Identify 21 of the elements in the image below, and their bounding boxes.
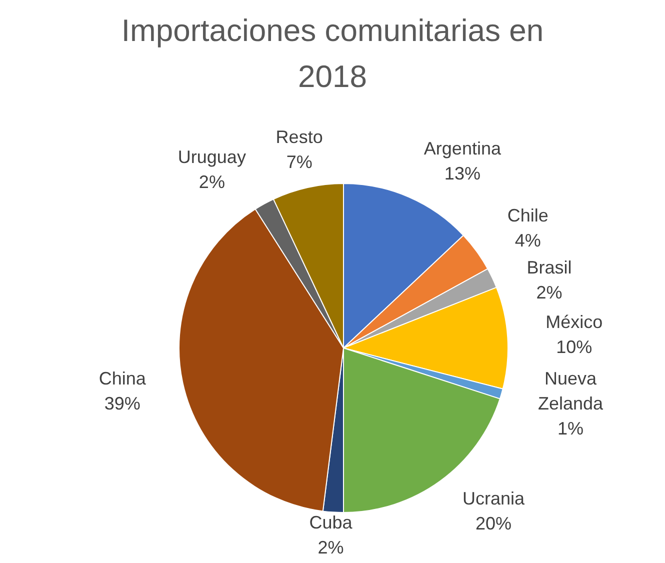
chart-title: Importaciones comunitarias en 2018 xyxy=(120,12,545,96)
slice-label: Uruguay xyxy=(178,147,246,168)
slice-label: Brasil xyxy=(526,257,572,278)
data-label: 1% xyxy=(557,418,584,438)
data-label: 2% xyxy=(318,537,344,558)
slice-label: Resto xyxy=(276,126,323,147)
data-label: 2% xyxy=(536,282,562,302)
data-label: 13% xyxy=(444,164,480,184)
data-label: 2% xyxy=(198,172,225,192)
slice-label: Chile xyxy=(507,205,548,226)
slice-label: Argentina xyxy=(424,138,502,159)
slice-label: China xyxy=(98,368,147,389)
slice-label: Ucrania xyxy=(462,488,526,508)
slice-label: México xyxy=(546,312,603,332)
data-label: 4% xyxy=(514,230,541,250)
slice-label: Nueva Zelanda xyxy=(538,368,604,414)
data-label: 20% xyxy=(476,513,512,534)
slice-label: Cuba xyxy=(309,512,354,532)
data-label: 7% xyxy=(286,152,312,172)
data-label: 39% xyxy=(104,394,140,414)
data-label: 10% xyxy=(556,336,592,357)
